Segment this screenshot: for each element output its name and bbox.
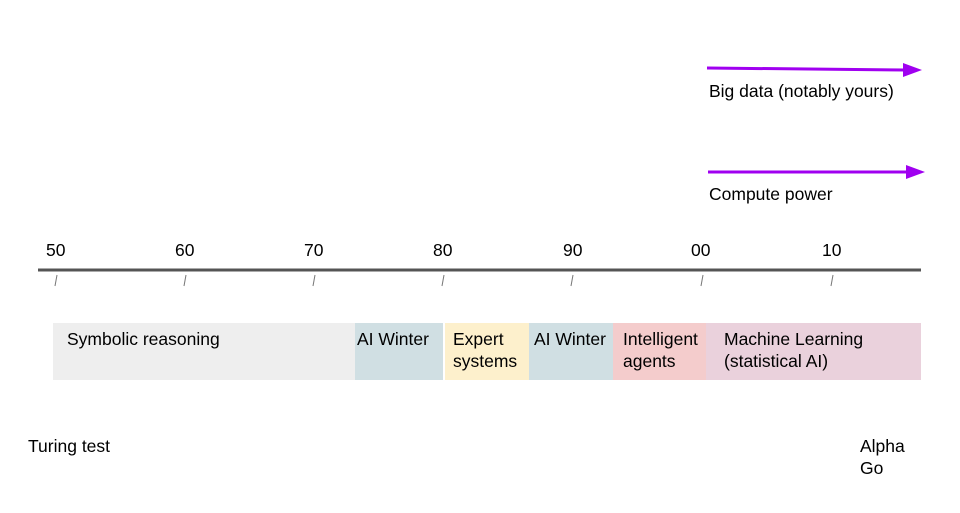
tick-label: 70 — [304, 240, 324, 260]
big-data-arrow — [706, 63, 922, 77]
era-machine-learning: Machine Learning (statistical AI) — [706, 323, 921, 380]
event-alphago: Alpha Go — [860, 436, 905, 478]
era-label: Expert systems — [453, 329, 518, 371]
tick-mark — [441, 274, 445, 287]
compute-power-arrow — [708, 165, 925, 179]
axis-tick-marks — [54, 274, 834, 287]
tick-label: 60 — [175, 240, 195, 260]
era-label: AI Winter — [357, 329, 429, 349]
tick-mark — [700, 274, 704, 287]
era-label: Machine Learning (statistical AI) — [724, 329, 864, 371]
tick-mark — [312, 274, 316, 287]
tick-mark — [830, 274, 834, 287]
era-ai-winter-1: AI Winter — [355, 323, 443, 380]
tick-label: 90 — [563, 240, 583, 260]
compute-power-label: Compute power — [709, 184, 833, 204]
tick-label: 50 — [46, 240, 66, 260]
tick-label: 00 — [691, 240, 711, 260]
era-intelligent-agents: Intelligent agents — [613, 323, 706, 380]
era-symbolic-reasoning: Symbolic reasoning — [53, 323, 355, 380]
event-turing-test: Turing test — [28, 436, 111, 456]
era-label: AI Winter — [534, 329, 606, 349]
era-expert-systems: Expert systems — [445, 323, 529, 380]
era-ai-winter-2: AI Winter — [529, 323, 613, 380]
tick-mark — [570, 274, 574, 287]
big-data-label: Big data (notably yours) — [709, 81, 894, 101]
tick-mark — [183, 274, 187, 287]
era-label: Intelligent agents — [623, 329, 698, 371]
tick-mark — [54, 274, 58, 287]
tick-label: 80 — [433, 240, 453, 260]
era-label: Symbolic reasoning — [67, 329, 220, 349]
tick-label: 10 — [822, 240, 842, 260]
